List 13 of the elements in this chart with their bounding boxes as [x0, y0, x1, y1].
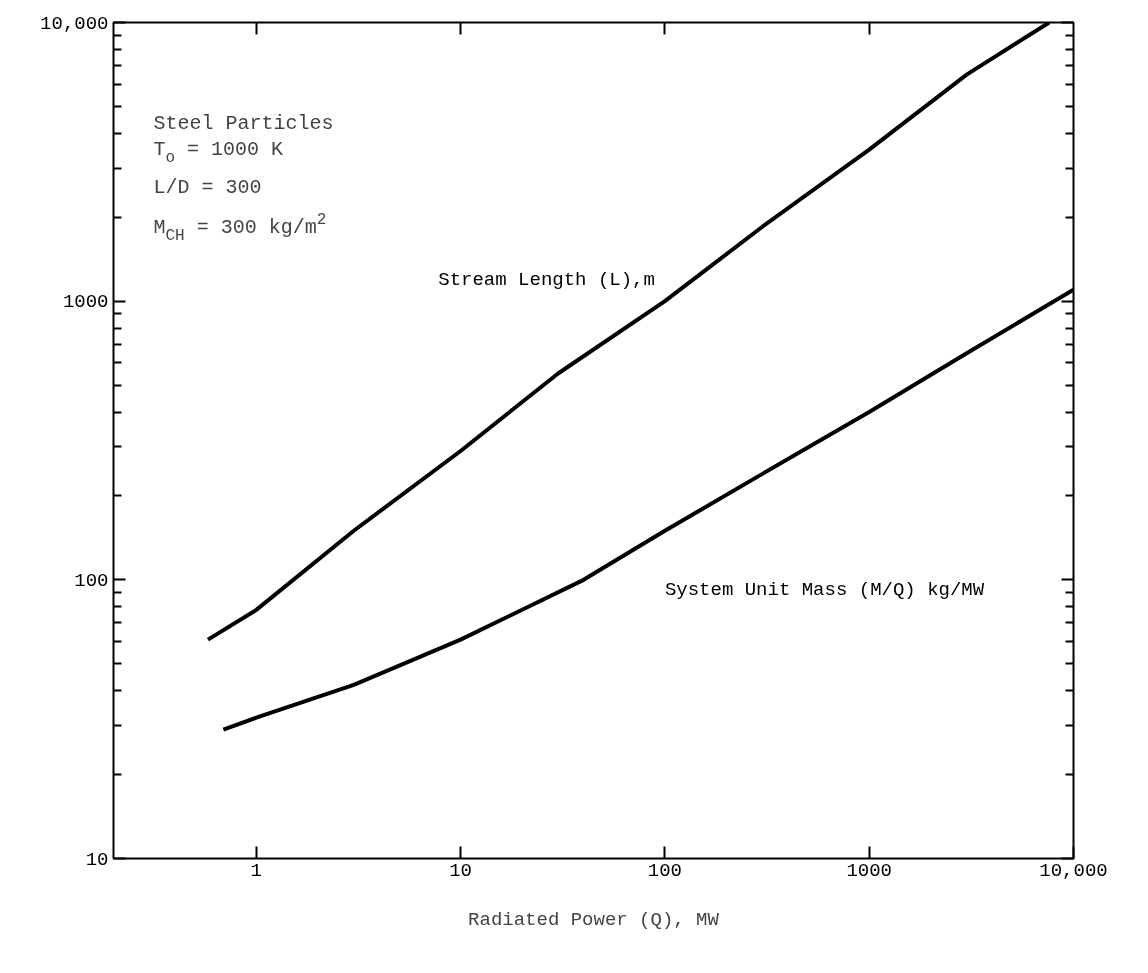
- text: System Unit Mass (M/Q) kg/MW: [664, 578, 985, 601]
- x-tick-label: 100: [647, 859, 683, 882]
- x-axis-title: Radiated Power (Q), MW: [468, 908, 720, 931]
- x-tick-label: 10: [449, 859, 473, 882]
- x-tick-label: 1000: [846, 859, 893, 882]
- annotation: L/D = 300: [153, 176, 262, 199]
- series-label: Stream Length (L),m: [438, 269, 655, 292]
- annotation: Steel Particles: [153, 112, 334, 135]
- y-tick-label: 10,000: [40, 12, 109, 35]
- y-tick-label: 1000: [62, 291, 109, 314]
- x-tick-label: 10,000: [1039, 859, 1108, 882]
- y-tick-label: 100: [74, 569, 109, 592]
- x-tick-label: 1: [250, 859, 262, 882]
